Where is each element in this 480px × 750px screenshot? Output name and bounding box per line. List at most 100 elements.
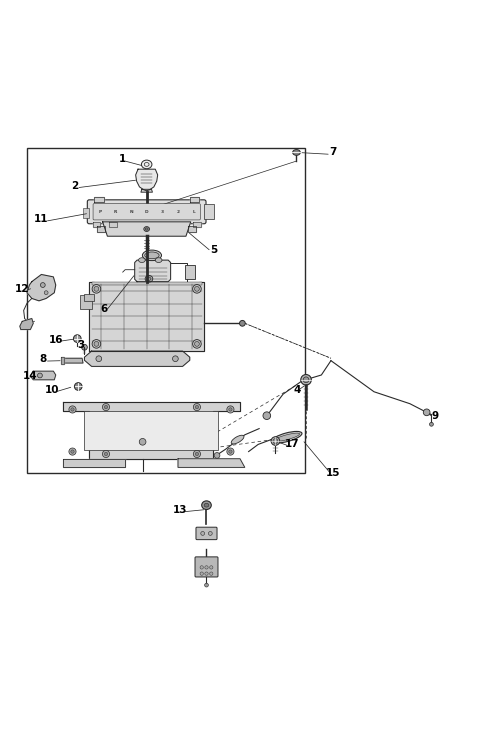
FancyBboxPatch shape	[195, 556, 218, 577]
Ellipse shape	[201, 532, 204, 536]
Ellipse shape	[145, 228, 148, 230]
Ellipse shape	[192, 284, 201, 293]
Ellipse shape	[210, 566, 213, 569]
Text: 13: 13	[173, 505, 187, 515]
Ellipse shape	[194, 341, 199, 346]
Ellipse shape	[204, 584, 208, 587]
Ellipse shape	[73, 334, 81, 343]
Text: 12: 12	[15, 284, 29, 294]
Ellipse shape	[71, 408, 74, 411]
Ellipse shape	[145, 275, 153, 282]
Polygon shape	[62, 358, 83, 363]
Ellipse shape	[293, 149, 300, 155]
Ellipse shape	[104, 406, 108, 409]
Ellipse shape	[92, 340, 101, 348]
Ellipse shape	[102, 451, 109, 458]
Text: 8: 8	[39, 354, 47, 364]
Polygon shape	[30, 371, 56, 380]
Ellipse shape	[208, 532, 212, 536]
Ellipse shape	[71, 450, 74, 453]
Ellipse shape	[147, 277, 151, 280]
Ellipse shape	[303, 377, 309, 382]
Bar	[84, 295, 94, 301]
Ellipse shape	[37, 373, 42, 378]
Ellipse shape	[229, 408, 232, 411]
Text: P: P	[98, 210, 101, 214]
Ellipse shape	[193, 404, 201, 411]
Polygon shape	[136, 170, 157, 190]
Ellipse shape	[143, 250, 161, 260]
Bar	[185, 265, 194, 279]
Ellipse shape	[96, 356, 102, 362]
Ellipse shape	[172, 356, 178, 362]
Ellipse shape	[205, 572, 208, 575]
Polygon shape	[89, 282, 204, 351]
Polygon shape	[84, 351, 190, 367]
Ellipse shape	[430, 422, 433, 426]
Polygon shape	[190, 197, 199, 202]
Ellipse shape	[210, 572, 213, 575]
Polygon shape	[61, 357, 64, 364]
Text: 9: 9	[432, 411, 439, 421]
Polygon shape	[93, 222, 100, 226]
Bar	[204, 204, 214, 220]
Ellipse shape	[195, 452, 199, 456]
Ellipse shape	[229, 450, 232, 453]
FancyBboxPatch shape	[196, 527, 217, 540]
Polygon shape	[20, 319, 33, 329]
Polygon shape	[103, 222, 191, 236]
Polygon shape	[27, 274, 56, 301]
Ellipse shape	[40, 283, 45, 287]
Text: 10: 10	[45, 386, 60, 395]
Ellipse shape	[193, 451, 201, 458]
Ellipse shape	[145, 252, 159, 259]
FancyBboxPatch shape	[93, 204, 200, 220]
Text: R: R	[114, 210, 117, 214]
Ellipse shape	[69, 448, 76, 455]
Polygon shape	[94, 197, 104, 202]
Ellipse shape	[423, 409, 430, 416]
Polygon shape	[141, 189, 153, 192]
Text: 15: 15	[326, 468, 341, 478]
Text: 17: 17	[284, 440, 299, 449]
Text: 16: 16	[48, 334, 63, 344]
Text: 2: 2	[177, 210, 180, 214]
Ellipse shape	[74, 382, 82, 390]
Text: 11: 11	[34, 214, 48, 224]
Ellipse shape	[272, 431, 302, 443]
Ellipse shape	[271, 436, 280, 445]
Polygon shape	[63, 459, 125, 467]
Ellipse shape	[82, 344, 87, 350]
Ellipse shape	[194, 286, 199, 291]
Bar	[92, 282, 202, 286]
Ellipse shape	[94, 341, 99, 346]
Text: 3: 3	[77, 340, 85, 350]
Ellipse shape	[240, 320, 245, 326]
Ellipse shape	[139, 439, 146, 446]
Ellipse shape	[227, 448, 234, 455]
Text: D: D	[145, 210, 148, 214]
Ellipse shape	[200, 572, 204, 575]
Polygon shape	[97, 226, 105, 232]
Ellipse shape	[144, 226, 150, 232]
Polygon shape	[188, 226, 196, 232]
Bar	[84, 208, 89, 218]
Ellipse shape	[273, 439, 278, 443]
Ellipse shape	[205, 566, 208, 569]
Text: L: L	[192, 210, 195, 214]
Polygon shape	[109, 222, 117, 226]
Ellipse shape	[195, 406, 199, 409]
Text: 6: 6	[100, 304, 107, 314]
Polygon shape	[178, 459, 245, 467]
Ellipse shape	[227, 406, 234, 413]
Text: 14: 14	[23, 371, 38, 381]
Ellipse shape	[142, 160, 152, 169]
Ellipse shape	[102, 404, 109, 411]
Ellipse shape	[301, 374, 312, 385]
Ellipse shape	[44, 291, 48, 295]
Polygon shape	[63, 402, 240, 459]
Text: 3: 3	[161, 210, 164, 214]
Ellipse shape	[156, 258, 162, 262]
Polygon shape	[135, 260, 170, 282]
Text: 1: 1	[119, 154, 126, 164]
